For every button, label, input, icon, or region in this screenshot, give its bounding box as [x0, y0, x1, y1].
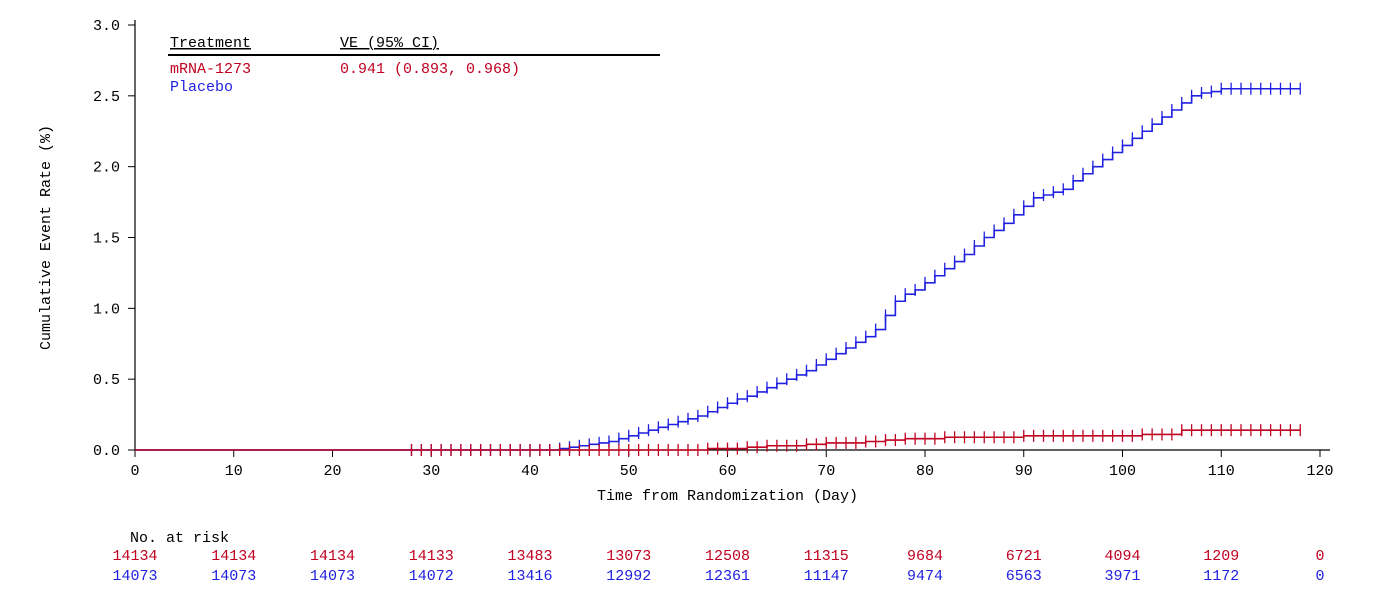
y-tick-label: 2.5: [93, 89, 120, 106]
risk-table-cell: 11315: [781, 548, 871, 565]
risk-table-cell: 12992: [584, 568, 674, 585]
x-tick-label: 30: [422, 463, 440, 480]
series-placebo: [135, 89, 1300, 450]
risk-table-cell: 14134: [189, 548, 279, 565]
risk-table-cell: 9474: [880, 568, 970, 585]
risk-table-cell: 11147: [781, 568, 871, 585]
risk-table-cell: 14073: [189, 568, 279, 585]
y-tick-label: 0.5: [93, 372, 120, 389]
risk-table-cell: 9684: [880, 548, 970, 565]
risk-table-cell: 14073: [90, 568, 180, 585]
x-tick-label: 100: [1109, 463, 1136, 480]
risk-table-cell: 12508: [683, 548, 773, 565]
risk-table-cell: 14133: [386, 548, 476, 565]
km-plot-svg: 0 10 20 30 40 50 60 70 80 90 100 110 120 0.0 0.5 1.0 1.5…: [0, 0, 1389, 520]
risk-table-header: No. at risk: [130, 530, 229, 547]
risk-table-cell: 14073: [288, 568, 378, 585]
x-tick-label: 50: [620, 463, 638, 480]
y-tick-label: 1.5: [93, 231, 120, 248]
y-tick-label: 0.0: [93, 443, 120, 460]
risk-table-cell: 6563: [979, 568, 1069, 585]
risk-table-cell: 13483: [485, 548, 575, 565]
x-tick-label: 110: [1208, 463, 1235, 480]
x-tick-label: 80: [916, 463, 934, 480]
risk-table-row: 14134 14134 14134 14133 13483 13073 12508 11315…: [0, 548, 1389, 570]
legend-header-treatment: Treatment: [170, 35, 251, 52]
x-tick-label: 20: [323, 463, 341, 480]
risk-table-cell: 1172: [1176, 568, 1266, 585]
risk-table-row: 14073 14073 14073 14072 13416 12992 12361 11147…: [0, 568, 1389, 590]
legend-row-label: Placebo: [170, 79, 233, 96]
y-tick-label: 1.0: [93, 301, 120, 318]
risk-table-cell: 13073: [584, 548, 674, 565]
x-tick-label: 120: [1306, 463, 1333, 480]
y-tick-label: 2.0: [93, 160, 120, 177]
risk-table-cell: 0: [1275, 548, 1365, 565]
legend-row-label: mRNA-1273: [170, 61, 251, 78]
x-tick-label: 10: [225, 463, 243, 480]
x-tick-label: 40: [521, 463, 539, 480]
x-tick-label: 70: [817, 463, 835, 480]
risk-table-cell: 14134: [90, 548, 180, 565]
risk-table-cell: 13416: [485, 568, 575, 585]
risk-table-cell: 1209: [1176, 548, 1266, 565]
y-axis-label: Cumulative Event Rate (%): [38, 125, 55, 350]
legend-header-ve: VE (95% CI): [340, 35, 439, 52]
x-axis-label: Time from Randomization (Day): [597, 488, 858, 505]
km-plot-figure: { "chart": { "type": "kaplan-meier-step"…: [0, 0, 1389, 602]
risk-table-cell: 14072: [386, 568, 476, 585]
risk-table-cell: 14134: [288, 548, 378, 565]
x-tick-label: 60: [718, 463, 736, 480]
risk-table-cell: 6721: [979, 548, 1069, 565]
x-tick-label: 0: [130, 463, 139, 480]
risk-table-cell: 12361: [683, 568, 773, 585]
risk-table-cell: 4094: [1078, 548, 1168, 565]
risk-table-cell: 0: [1275, 568, 1365, 585]
risk-table-cell: 3971: [1078, 568, 1168, 585]
y-tick-label: 3.0: [93, 18, 120, 35]
x-tick-label: 90: [1015, 463, 1033, 480]
legend-row-ve: 0.941 (0.893, 0.968): [340, 61, 520, 78]
